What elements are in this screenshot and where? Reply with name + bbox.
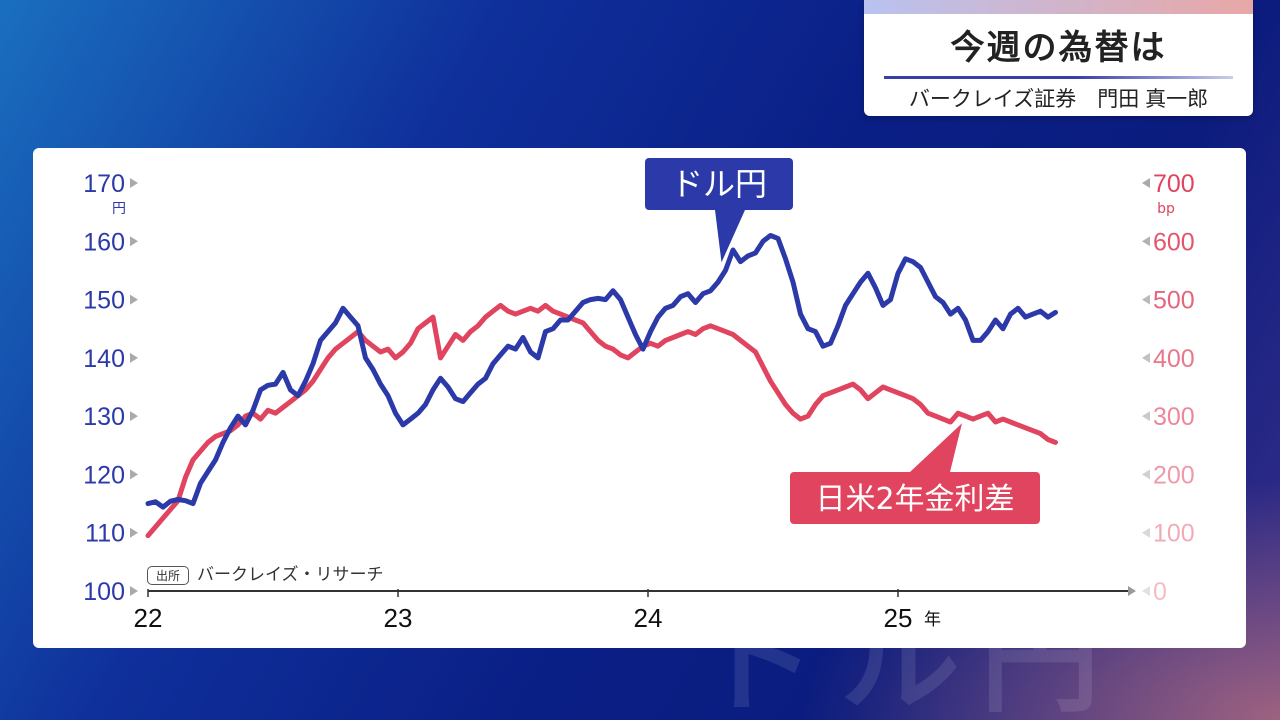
usd-jpy-callout-label: ドル円 xyxy=(671,165,767,203)
dual-axis-line-chart: 22 23 24 25 年 100 110 120 130 140 150 160 170 円 0 100 20… xyxy=(83,158,1195,633)
x-tick-label: 22 xyxy=(134,603,163,633)
left-y-tick-arrow xyxy=(130,236,138,247)
x-axis-arrow xyxy=(1128,586,1136,596)
x-tick-label: 24 xyxy=(634,603,663,633)
source-text: バークレイズ・リサーチ xyxy=(197,565,384,585)
left-y-unit: 円 xyxy=(112,201,126,217)
usd-jpy-callout-box xyxy=(645,158,793,210)
right-y-tick-arrow xyxy=(1142,294,1150,305)
right-y-tick-arrow xyxy=(1142,586,1150,596)
left-y-tick-arrow xyxy=(130,352,138,363)
rate-diff-callout-pointer xyxy=(910,423,962,472)
right-y-tick-label: 0 xyxy=(1153,578,1167,606)
usd-jpy-callout-pointer xyxy=(715,210,745,263)
left-y-tick-arrow xyxy=(130,586,138,596)
left-y-tick-arrow xyxy=(130,178,138,188)
right-y-tick-arrow xyxy=(1142,178,1150,188)
source-badge: 出所 xyxy=(147,566,189,585)
left-y-tick-arrow xyxy=(130,294,138,305)
left-y-tick-label: 170 xyxy=(83,170,125,198)
right-y-tick-arrow xyxy=(1142,527,1150,538)
segment-title: 今週の為替は xyxy=(950,28,1167,68)
left-y-tick-arrow xyxy=(130,527,138,538)
right-y-tick-label: 400 xyxy=(1153,345,1195,373)
right-y-tick-label: 300 xyxy=(1153,403,1195,431)
left-y-tick-label: 110 xyxy=(85,520,125,548)
x-tick-label: 23 xyxy=(384,603,413,633)
right-y-tick-arrow xyxy=(1142,236,1150,247)
right-y-tick-arrow xyxy=(1142,411,1150,422)
right-y-tick-label: 100 xyxy=(1153,520,1195,548)
left-y-tick-label: 100 xyxy=(83,578,125,606)
usd-jpy-line xyxy=(145,233,1058,510)
right-y-tick-label: 700 xyxy=(1153,170,1195,198)
right-y-tick-arrow xyxy=(1142,469,1150,480)
right-y-tick-label: 600 xyxy=(1153,228,1195,256)
title-card-accent-band xyxy=(864,0,1253,14)
left-y-tick-label: 130 xyxy=(83,403,125,431)
program-title-card: 今週の為替は バークレイズ証券 門田 真一郎 xyxy=(864,0,1253,116)
left-y-tick-arrow xyxy=(130,411,138,422)
left-y-tick-label: 120 xyxy=(83,461,125,489)
rate-diff-callout-label: 日米2年金利差 xyxy=(815,482,1014,517)
x-axis-unit: 年 xyxy=(924,610,941,630)
right-y-tick-arrow xyxy=(1142,352,1150,363)
right-y-tick-label: 200 xyxy=(1153,461,1195,489)
left-y-tick-arrow xyxy=(130,469,138,480)
left-y-tick-label: 160 xyxy=(83,228,125,256)
right-y-unit: bp xyxy=(1157,201,1175,217)
left-y-tick-label: 140 xyxy=(83,345,125,373)
right-y-tick-label: 500 xyxy=(1153,287,1195,315)
rate-diff-callout-box xyxy=(790,472,1040,524)
chart-panel: 22 23 24 25 年 100 110 120 130 140 150 160 170 円 0 100 20… xyxy=(33,148,1246,648)
title-divider xyxy=(884,76,1233,79)
x-tick-label: 25 xyxy=(884,603,913,633)
commentator-name: バークレイズ証券 門田 真一郎 xyxy=(908,88,1209,111)
left-y-tick-label: 150 xyxy=(83,287,125,315)
